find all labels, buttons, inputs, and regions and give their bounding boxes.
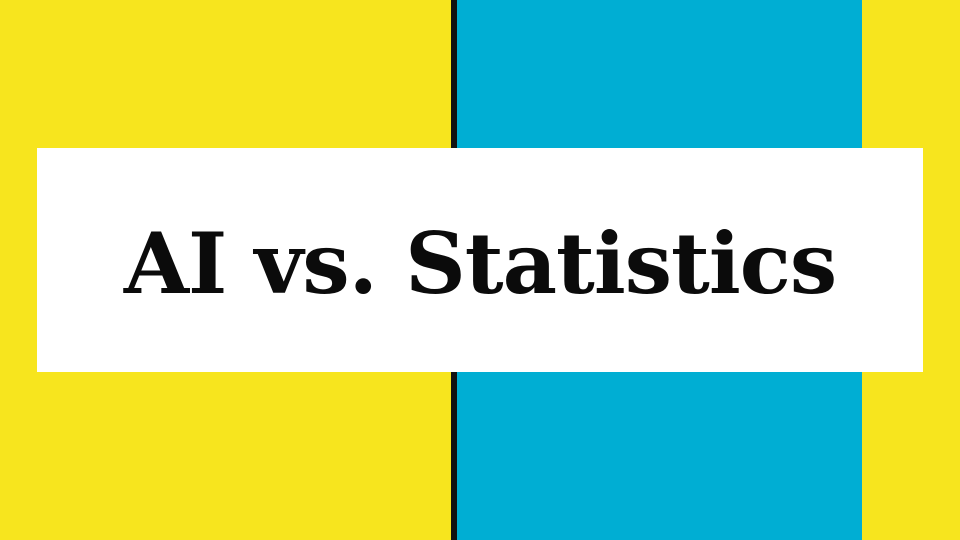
title-banner: AI vs. Statistics bbox=[37, 148, 923, 372]
slide-title: AI vs. Statistics bbox=[123, 214, 837, 313]
